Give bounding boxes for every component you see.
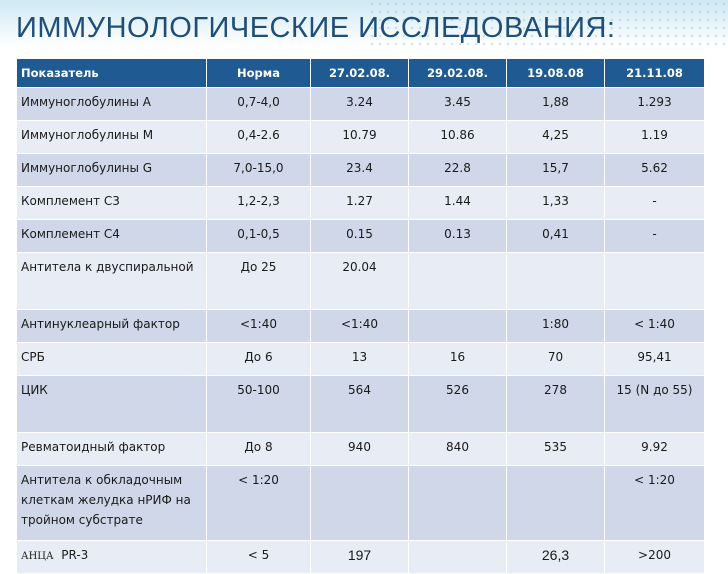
value-cell: 95,41 — [604, 342, 705, 376]
value-cell: 5.62 — [604, 153, 705, 187]
norm-cell: <1:40 — [206, 309, 311, 343]
header-date-2: 29.02.08. — [408, 58, 507, 88]
table-row: Комплемент С3 1,2-2,3 1.27 1.44 1,33 - — [16, 186, 705, 220]
row-label: Антитела к двуспиральной — [16, 252, 207, 310]
value-cell: 22.8 — [408, 153, 507, 187]
value-cell: 15 (N до 55) — [604, 375, 705, 433]
value-cell: 940 — [310, 432, 409, 466]
decorative-dots — [368, 0, 728, 46]
value-cell: 1,88 — [506, 87, 605, 121]
value-cell: 0,41 — [506, 219, 605, 253]
row-label: Антитела к обкладочным клеткам желудка н… — [16, 465, 207, 541]
row-label: ЦИК — [16, 375, 207, 433]
norm-cell: < 5 — [206, 540, 311, 574]
row-label: Антинуклеарный фактор — [16, 309, 207, 343]
value-cell: 840 — [408, 432, 507, 466]
value-cell: 70 — [506, 342, 605, 376]
value-cell: 197 — [310, 540, 409, 574]
table-row: Антитела к двуспиральной До 25 20.04 — [16, 252, 705, 310]
norm-cell: 1,2-2,3 — [206, 186, 311, 220]
norm-cell: 0,7-4,0 — [206, 87, 311, 121]
value-cell — [408, 465, 507, 541]
row-label: СРБ — [16, 342, 207, 376]
value-cell: 1.19 — [604, 120, 705, 154]
value-cell — [506, 252, 605, 310]
norm-cell: < 1:20 — [206, 465, 311, 541]
value-cell: 16 — [408, 342, 507, 376]
value-cell: 535 — [506, 432, 605, 466]
row-label: Ревматоидный фактор — [16, 432, 207, 466]
table-row: АНЦА PR-3 < 5 197 26,3 >200 — [16, 540, 705, 574]
value-cell: 1.44 — [408, 186, 507, 220]
value-cell: 10.86 — [408, 120, 507, 154]
value-cell: 4,25 — [506, 120, 605, 154]
table-row: Антинуклеарный фактор <1:40 <1:40 1:80 <… — [16, 309, 705, 343]
header-date-4: 21.11.08 — [604, 58, 705, 88]
table-row: Антитела к обкладочным клеткам желудка н… — [16, 465, 705, 541]
norm-cell: До 8 — [206, 432, 311, 466]
value-cell: 23.4 — [310, 153, 409, 187]
header-date-3: 19.08.08 — [506, 58, 605, 88]
value-cell — [604, 252, 705, 310]
row-label: Иммуноглобулины А — [16, 87, 207, 121]
value-cell: >200 — [604, 540, 705, 574]
table-row: Иммуноглобулины А 0,7-4,0 3.24 3.45 1,88… — [16, 87, 705, 121]
table-row: Ревматоидный фактор До 8 940 840 535 9.9… — [16, 432, 705, 466]
value-cell: 20.04 — [310, 252, 409, 310]
table-row: ЦИК 50-100 564 526 278 15 (N до 55) — [16, 375, 705, 433]
value-cell: 0.15 — [310, 219, 409, 253]
value-cell: 1:80 — [506, 309, 605, 343]
table-row: СРБ До 6 13 16 70 95,41 — [16, 342, 705, 376]
value-cell: 526 — [408, 375, 507, 433]
value-cell — [408, 252, 507, 310]
value-cell: 26,3 — [506, 540, 605, 574]
value-cell — [506, 465, 605, 541]
norm-cell: 0,1-0,5 — [206, 219, 311, 253]
norm-cell: 7,0-15,0 — [206, 153, 311, 187]
norm-cell: До 25 — [206, 252, 311, 310]
header-row: Показатель Норма 27.02.08. 29.02.08. 19.… — [16, 58, 705, 88]
row-label: АНЦА PR-3 — [16, 540, 207, 574]
row-label: Комплемент С3 — [16, 186, 207, 220]
value-cell: 1.293 — [604, 87, 705, 121]
value-cell: - — [604, 219, 705, 253]
value-cell: 1.27 — [310, 186, 409, 220]
value-cell: 3.24 — [310, 87, 409, 121]
header-indicator: Показатель — [16, 58, 207, 88]
row-label: Иммуноглобулины М — [16, 120, 207, 154]
value-cell: < 1:20 — [604, 465, 705, 541]
row-label-part-b: PR-3 — [61, 548, 89, 562]
value-cell: 0.13 — [408, 219, 507, 253]
value-cell: 1,33 — [506, 186, 605, 220]
row-label: Комплемент С4 — [16, 219, 207, 253]
value-cell — [408, 540, 507, 574]
header-norm: Норма — [206, 58, 311, 88]
header-date-1: 27.02.08. — [310, 58, 409, 88]
value-cell: 15,7 — [506, 153, 605, 187]
value-cell: 278 — [506, 375, 605, 433]
value-cell — [310, 465, 409, 541]
value-cell: 3.45 — [408, 87, 507, 121]
norm-cell: До 6 — [206, 342, 311, 376]
value-cell: 9.92 — [604, 432, 705, 466]
value-cell — [408, 309, 507, 343]
value-cell: 10.79 — [310, 120, 409, 154]
norm-cell: 50-100 — [206, 375, 311, 433]
table-row: Иммуноглобулины М 0,4-2.6 10.79 10.86 4,… — [16, 120, 705, 154]
results-table: Показатель Норма 27.02.08. 29.02.08. 19.… — [16, 58, 705, 574]
value-cell: 13 — [310, 342, 409, 376]
norm-cell: 0,4-2.6 — [206, 120, 311, 154]
value-cell: < 1:40 — [604, 309, 705, 343]
title-band — [0, 0, 728, 46]
slide-title: ИММУНОЛОГИЧЕСКИЕ ИССЛЕДОВАНИЯ: — [16, 12, 616, 44]
value-cell: <1:40 — [310, 309, 409, 343]
table-row: Комплемент С4 0,1-0,5 0.15 0.13 0,41 - — [16, 219, 705, 253]
row-label-part-a: АНЦА — [21, 551, 54, 562]
value-cell: - — [604, 186, 705, 220]
value-cell: 564 — [310, 375, 409, 433]
table-row: Иммуноглобулины G 7,0-15,0 23.4 22.8 15,… — [16, 153, 705, 187]
row-label: Иммуноглобулины G — [16, 153, 207, 187]
